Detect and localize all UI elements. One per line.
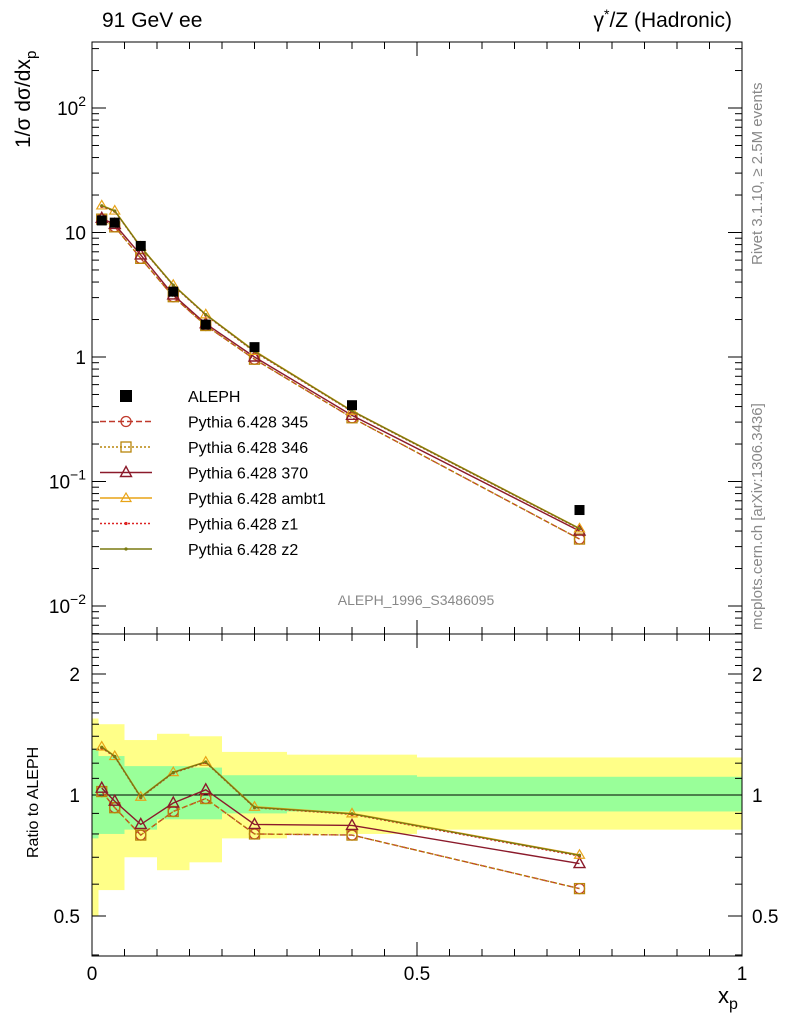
legend-marker [119,465,133,478]
ratio-y-tick-label: 0.5 [54,907,80,928]
rivet-label: Rivet 3.1.10, ≥ 2.5M events [749,83,766,266]
series-point [572,523,587,536]
ratio-y-tick-label: 2 [69,665,80,686]
ratio-series-point [134,816,148,830]
ratio-panel: 0.5 0.5 1 1 2 2 [54,641,778,956]
series-point [577,527,582,531]
legend-label: Pythia 6.428 346 [188,440,308,457]
ratio-series-point [100,745,104,749]
data-point [249,342,260,353]
legend-label: Pythia 6.428 370 [188,466,308,483]
ratio-series-point [345,817,359,831]
mcplots-label: mcplots.cern.ch [arXiv:1306.3436] [749,403,766,630]
x-tick-label: 0 [87,964,98,985]
data-point [574,505,585,516]
x-tick-label: 1 [737,964,748,985]
series-point [350,409,354,413]
ratio-series-point [166,795,180,808]
series-point [113,209,117,213]
ratio-series-point [108,793,122,806]
series-line [101,204,580,530]
ratio-series-line [101,791,580,890]
ratio-series-point [252,805,257,809]
y-tick-label: 102 [57,93,86,120]
x-tick-label: 0.5 [404,964,430,985]
ratio-series-point [204,760,208,764]
main-ylabel: 1/σ dσ/dxp [12,51,40,148]
ratio-series-point [109,802,121,814]
ratio-series-point [199,755,212,766]
analysis-label: ALEPH_1996_S3486095 [338,592,495,608]
legend: ALEPH Pythia 6.428 345 Pythia 6.428 346 Pyt… [100,389,326,559]
series-point [204,313,208,317]
data-point [96,215,107,226]
ratio-series-point [199,782,213,795]
legend-marker [124,547,128,551]
ratio-y-tick-label-right: 1 [752,786,763,807]
legend-label: Pythia 6.428 z2 [188,542,298,559]
legend-marker [120,415,132,428]
header-left: 91 GeV ee [102,9,202,32]
ratio-series-line [101,746,580,856]
ratio-series-point [573,882,586,895]
legend-label: Pythia 6.428 345 [188,415,308,432]
y-tick-label: 10−1 [49,467,86,494]
series-line [101,205,580,530]
series-point [247,349,262,362]
ratio-series-point [135,829,147,841]
legend-label: Pythia 6.428 ambt1 [188,491,326,508]
legend-label: Pythia 6.428 z1 [188,517,298,534]
legend-marker [124,521,128,526]
ratio-y-tick-label-right: 0.5 [752,907,778,928]
series-point [171,283,175,287]
series-point [134,247,148,260]
data-point [168,286,179,297]
legend-label: ALEPH [188,389,240,406]
data-point [135,240,146,251]
ratio-series-point [248,800,261,811]
y-tick-label: 1 [75,348,86,369]
ratio-series-point [113,754,117,758]
data-point [109,217,120,228]
header-right: γ*/Z (Hadronic) [594,6,732,32]
legend-marker-data [120,390,132,402]
ratio-series-point [95,780,109,793]
data-point [347,400,357,411]
data-point [200,319,211,330]
series-line [101,205,580,530]
series-point [95,199,108,210]
ratio-y-tick-label-right: 2 [752,665,763,686]
series-line [101,217,580,532]
y-tick-label: 10 [65,224,86,245]
ratio-ylabel: Ratio to ALEPH [25,747,42,858]
legend-marker [120,441,132,453]
ratio-series-point [95,740,108,751]
uncertainty-band-inner [417,776,742,812]
ratio-y-tick-label: 1 [69,786,80,807]
ratio-series-point [139,795,143,799]
legend-marker [119,491,133,503]
series-point [100,204,104,208]
ratio-series-point [345,807,359,818]
ratio-series-point [350,812,354,816]
ratio-series-point [171,770,175,775]
x-axis-label: xp [718,983,738,1013]
main-panel: 10−2 10−1 1 10 102 [49,48,742,635]
ratio-series-point [573,848,586,859]
y-tick-label: 10−2 [49,591,86,618]
uncertainty-band-inner [287,775,417,812]
ratio-series-point [572,856,587,869]
uncertainty-band-inner [92,749,99,839]
ratio-series-point [577,853,582,857]
ratio-series-point [247,816,262,830]
series-point [573,533,586,545]
